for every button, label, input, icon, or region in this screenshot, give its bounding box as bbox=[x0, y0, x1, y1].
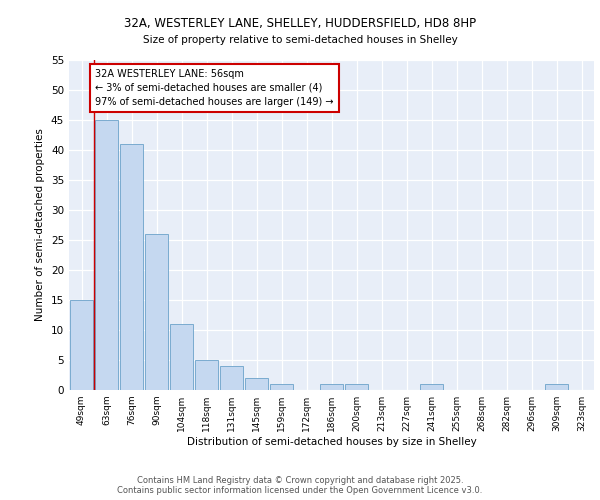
Bar bbox=[194, 360, 218, 390]
Bar bbox=[95, 120, 118, 390]
Bar bbox=[145, 234, 169, 390]
Bar bbox=[220, 366, 244, 390]
Bar bbox=[344, 384, 368, 390]
Bar bbox=[269, 384, 293, 390]
Text: Size of property relative to semi-detached houses in Shelley: Size of property relative to semi-detach… bbox=[143, 35, 457, 45]
Bar bbox=[419, 384, 443, 390]
Bar bbox=[119, 144, 143, 390]
Bar bbox=[545, 384, 568, 390]
Bar bbox=[245, 378, 268, 390]
Text: 32A, WESTERLEY LANE, SHELLEY, HUDDERSFIELD, HD8 8HP: 32A, WESTERLEY LANE, SHELLEY, HUDDERSFIE… bbox=[124, 18, 476, 30]
Y-axis label: Number of semi-detached properties: Number of semi-detached properties bbox=[35, 128, 46, 322]
Text: 32A WESTERLEY LANE: 56sqm
← 3% of semi-detached houses are smaller (4)
97% of se: 32A WESTERLEY LANE: 56sqm ← 3% of semi-d… bbox=[95, 69, 334, 107]
Bar bbox=[70, 300, 94, 390]
Text: Contains HM Land Registry data © Crown copyright and database right 2025.
Contai: Contains HM Land Registry data © Crown c… bbox=[118, 476, 482, 495]
X-axis label: Distribution of semi-detached houses by size in Shelley: Distribution of semi-detached houses by … bbox=[187, 437, 476, 447]
Bar bbox=[320, 384, 343, 390]
Bar bbox=[170, 324, 193, 390]
